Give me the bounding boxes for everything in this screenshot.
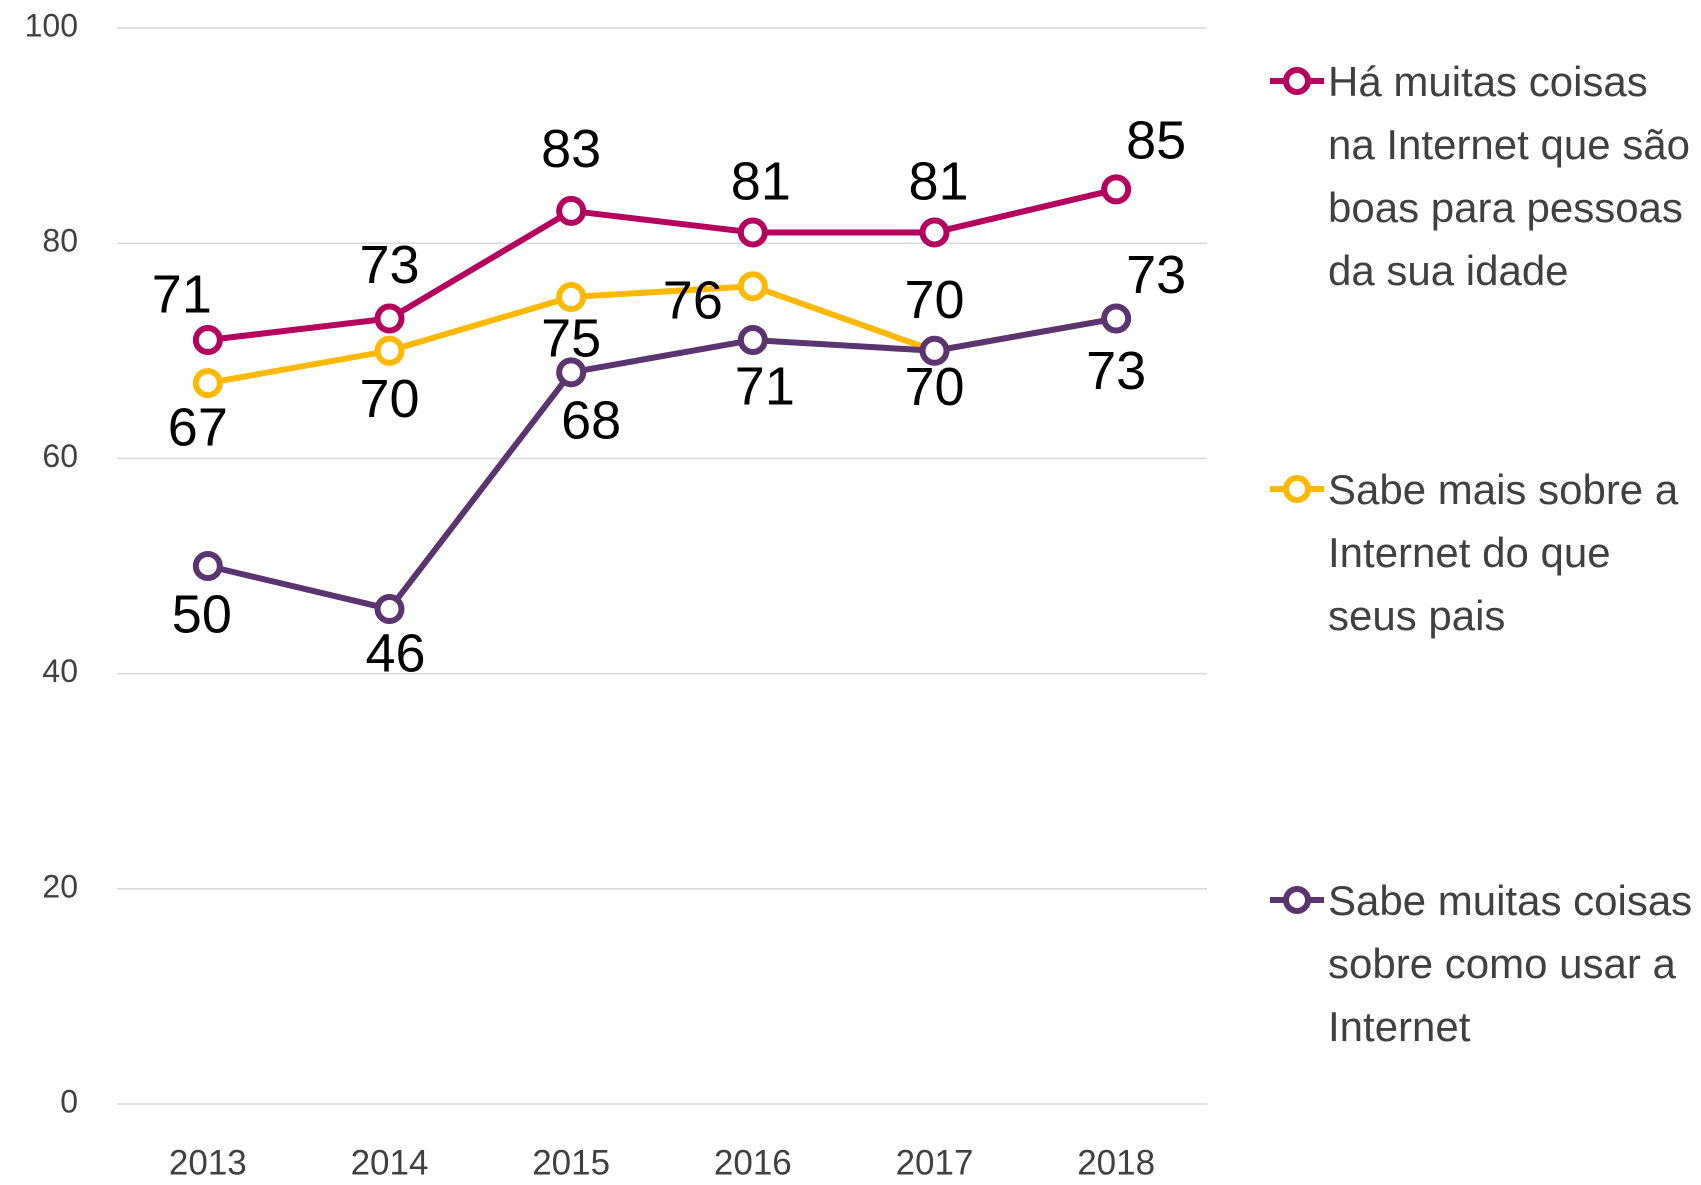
point-marker [556,195,587,226]
x-tick-label: 2014 [351,1143,429,1182]
x-tick-label: 2015 [532,1143,610,1182]
point-marker [737,325,768,356]
data-label: 71 [735,356,795,416]
point-marker [737,271,768,302]
y-tick-label: 20 [42,868,78,904]
data-label: 73 [1126,245,1186,305]
point-marker [192,325,223,356]
y-tick-label: 80 [42,223,78,259]
point-marker [374,594,405,625]
data-label: 85 [1126,111,1186,171]
data-label: 46 [365,623,425,683]
point-marker [1101,303,1132,334]
y-tick-label: 100 [25,7,78,43]
point-marker [374,335,405,366]
data-label: 68 [561,391,621,451]
x-tick-label: 2013 [169,1143,247,1182]
point-marker [556,282,587,312]
point-marker [556,357,587,388]
legend-entry: Há muitas coisas na Internet que são boa… [1328,58,1690,294]
point-marker [737,217,768,248]
data-label: 71 [152,264,212,324]
data-label: 50 [172,584,232,644]
point-marker [1101,174,1132,205]
y-tick-label: 60 [42,438,78,474]
y-tick-label: 0 [60,1083,78,1119]
point-marker [919,217,950,248]
data-label: 70 [359,369,419,429]
x-tick-label: 2018 [1077,1143,1155,1182]
legend-marker [1283,475,1311,503]
data-label: 81 [731,152,791,212]
legend-marker [1283,67,1311,95]
series-line [207,315,1117,613]
x-tick-label: 2016 [714,1143,792,1182]
legend-marker [1283,886,1311,914]
data-label: 76 [663,271,723,331]
data-label: 83 [541,119,601,179]
legend-entry: Sabe muitas coisas sobre como usar a Int… [1328,877,1693,1050]
point-marker [919,335,950,366]
data-label: 73 [1086,341,1146,401]
data-label: 81 [908,152,968,212]
data-label: 73 [359,235,419,295]
legend-entry: Sabe mais sobre a Internet do que seus p… [1328,466,1679,639]
series-line [207,186,1117,344]
y-tick-label: 40 [42,653,78,689]
point-marker [374,303,405,334]
data-label: 70 [904,270,964,330]
data-label: 67 [168,397,228,457]
point-marker [192,551,223,581]
data-label: 70 [904,357,964,417]
x-tick-label: 2017 [896,1143,974,1182]
point-marker [192,368,223,399]
